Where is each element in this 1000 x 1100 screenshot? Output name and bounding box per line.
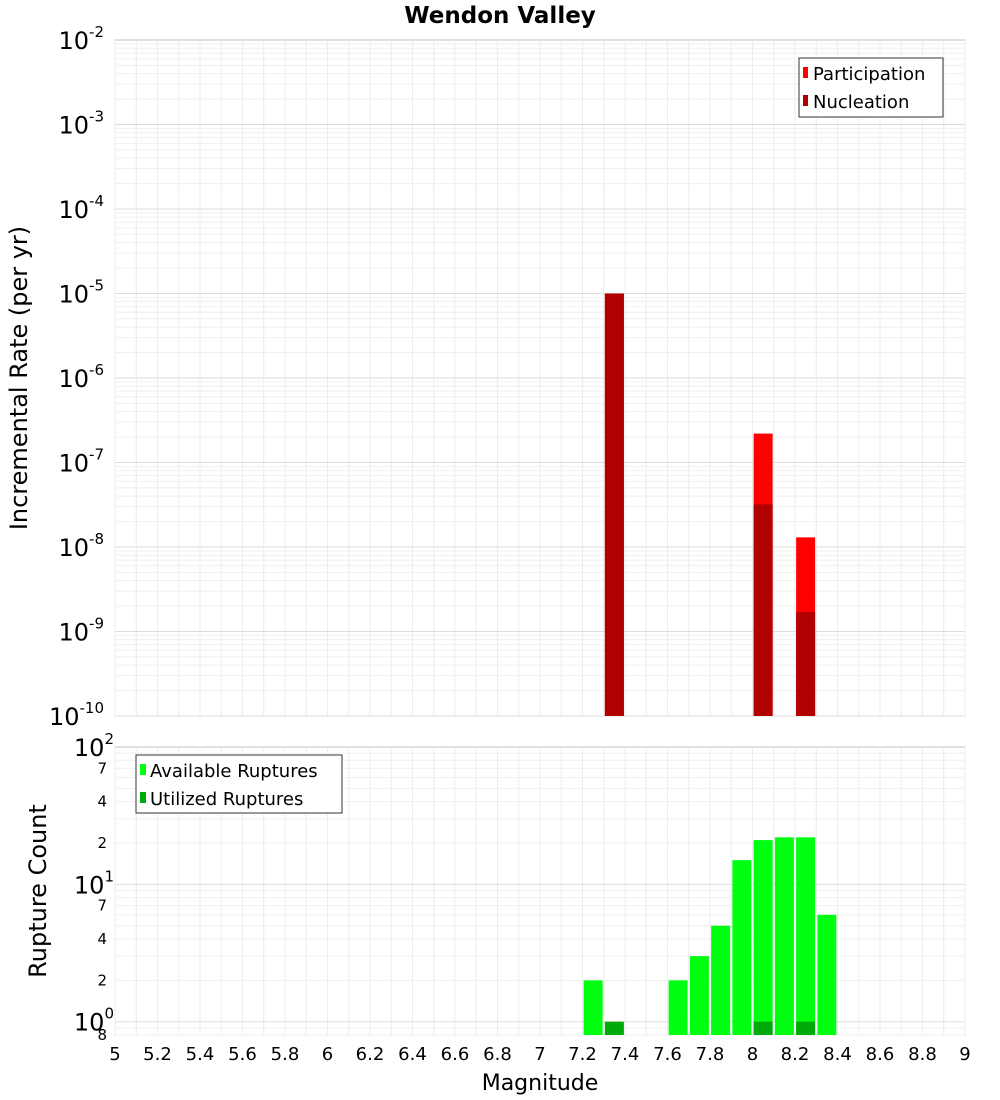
y-minor-tick-label: 7 [97, 897, 107, 915]
x-tick-label: 8.8 [908, 1044, 937, 1065]
legend-label-utilized: Utilized Ruptures [150, 789, 303, 810]
rupture-count-legend: Available Ruptures Utilized Ruptures [135, 754, 343, 814]
available-ruptures-bar [732, 860, 752, 1035]
y-tick-label: 10-4 [58, 192, 104, 224]
legend-label-nucleation: Nucleation [813, 92, 909, 113]
x-tick-label: 8.4 [823, 1044, 852, 1065]
legend-label-available: Available Ruptures [150, 761, 318, 782]
x-tick-label: 7.8 [696, 1044, 725, 1065]
participation-y-ticks: 10-2 10-3 10-4 10-5 10-6 10-7 10-8 10-9 10-10 [49, 23, 104, 731]
x-tick-label: 8.6 [866, 1044, 895, 1065]
x-tick-label: 7.6 [653, 1044, 682, 1065]
y-tick-label: 100 [74, 1005, 114, 1037]
y-tick-label: 101 [74, 867, 114, 899]
x-axis-ticks: 5 5.2 5.4 5.6 5.8 6 6.2 6.4 6.6 6.8 7 7.2 7.4 7.6 7.8 8… [109, 1044, 970, 1065]
legend-box [135, 754, 343, 814]
y-minor-tick-label: 4 [97, 793, 107, 811]
x-axis-label: Magnitude [482, 1071, 599, 1096]
nucleation-bar [753, 504, 773, 716]
legend-swatch-utilized [140, 792, 146, 803]
x-tick-label: 8.2 [781, 1044, 810, 1065]
x-tick-label: 5.6 [228, 1044, 257, 1065]
available-ruptures-bar [583, 980, 603, 1035]
y-tick-label: 10-10 [49, 699, 104, 731]
x-tick-label: 5.4 [186, 1044, 215, 1065]
y-minor-tick-label: 7 [97, 759, 107, 777]
x-tick-label: 5.8 [271, 1044, 300, 1065]
y-tick-label: 10-3 [58, 108, 104, 140]
x-tick-label: 5.2 [143, 1044, 172, 1065]
x-tick-label: 7.2 [568, 1044, 597, 1065]
participation-bars [604, 293, 816, 716]
x-tick-label: 6.6 [441, 1044, 470, 1065]
x-tick-label: 9 [959, 1044, 970, 1065]
available-ruptures-bar [774, 837, 794, 1035]
x-tick-label: 7.4 [611, 1044, 640, 1065]
y-minor-tick-label: 8 [97, 1026, 107, 1044]
nucleation-bar [604, 293, 624, 716]
y-tick-label: 10-2 [58, 23, 104, 55]
legend-box [798, 57, 944, 118]
participation-panel: 10-2 10-3 10-4 10-5 10-6 10-7 10-8 10-9 10-10 In… [5, 23, 966, 731]
rupture-count-bars [583, 837, 837, 1035]
x-tick-label: 6.2 [356, 1044, 385, 1065]
available-ruptures-bar [796, 837, 816, 1035]
utilized-ruptures-bar [753, 1021, 773, 1035]
legend-swatch-nucleation [803, 95, 808, 106]
y-tick-label: 10-5 [58, 277, 104, 309]
utilized-ruptures-bar [604, 1021, 624, 1035]
y-tick-label: 10-7 [58, 446, 104, 478]
available-ruptures-bar [753, 840, 773, 1035]
x-tick-label: 6.4 [398, 1044, 427, 1065]
rupture-count-y-ticks: 102 101 100 7 4 2 7 4 2 8 [74, 730, 114, 1044]
y-tick-label: 102 [74, 730, 114, 762]
available-ruptures-bar [668, 980, 688, 1035]
y-tick-label: 10-6 [58, 361, 104, 393]
x-tick-label: 6 [322, 1044, 333, 1065]
x-tick-label: 7 [534, 1044, 545, 1065]
legend-label-participation: Participation [813, 64, 925, 85]
y-minor-tick-label: 2 [97, 834, 107, 852]
y-minor-tick-label: 4 [97, 930, 107, 948]
nucleation-bar [796, 612, 816, 716]
x-tick-label: 6.8 [483, 1044, 512, 1065]
utilized-ruptures-bar [796, 1021, 816, 1035]
y-tick-label: 10-8 [58, 530, 104, 562]
rupture-count-panel: 102 101 100 7 4 2 7 4 2 8 Rupture Count Available… [24, 730, 966, 1044]
available-ruptures-bar [689, 956, 709, 1035]
participation-legend: Participation Nucleation [798, 57, 944, 118]
legend-swatch-available [140, 764, 146, 775]
participation-y-axis-label: Incremental Rate (per yr) [5, 226, 33, 530]
y-minor-tick-label: 2 [97, 971, 107, 989]
legend-swatch-participation [803, 67, 808, 78]
participation-grid [114, 40, 966, 717]
x-tick-label: 8 [747, 1044, 758, 1065]
available-ruptures-bar [711, 925, 731, 1035]
available-ruptures-bar [817, 914, 837, 1035]
chart-title: Wendon Valley [404, 3, 596, 29]
rupture-count-y-axis-label: Rupture Count [24, 804, 52, 978]
x-tick-label: 5 [109, 1044, 120, 1065]
y-tick-label: 10-9 [58, 615, 104, 647]
